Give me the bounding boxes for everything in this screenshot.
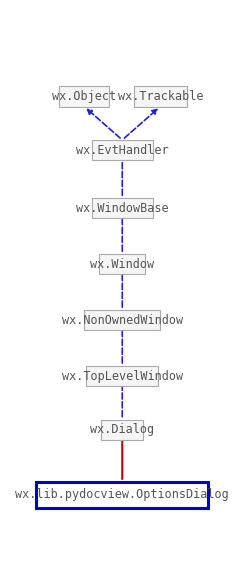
FancyBboxPatch shape [92,198,153,218]
FancyBboxPatch shape [92,140,153,160]
Text: wx.WindowBase: wx.WindowBase [76,202,169,215]
FancyBboxPatch shape [101,420,143,440]
Text: wx.Window: wx.Window [90,258,154,271]
Text: wx.Object: wx.Object [52,90,116,103]
Text: wx.EvtHandler: wx.EvtHandler [76,144,169,157]
FancyBboxPatch shape [99,254,145,274]
Text: wx.TopLevelWindow: wx.TopLevelWindow [62,370,183,383]
FancyBboxPatch shape [36,482,208,508]
Text: wx.Dialog: wx.Dialog [90,424,154,436]
Text: wx.NonOwnedWindow: wx.NonOwnedWindow [62,314,183,327]
FancyBboxPatch shape [86,366,158,386]
Text: wx.Trackable: wx.Trackable [118,90,203,103]
Text: wx.lib.pydocview.OptionsDialog: wx.lib.pydocview.OptionsDialog [15,488,229,501]
FancyBboxPatch shape [84,310,160,331]
FancyBboxPatch shape [59,87,109,107]
FancyBboxPatch shape [134,87,187,107]
